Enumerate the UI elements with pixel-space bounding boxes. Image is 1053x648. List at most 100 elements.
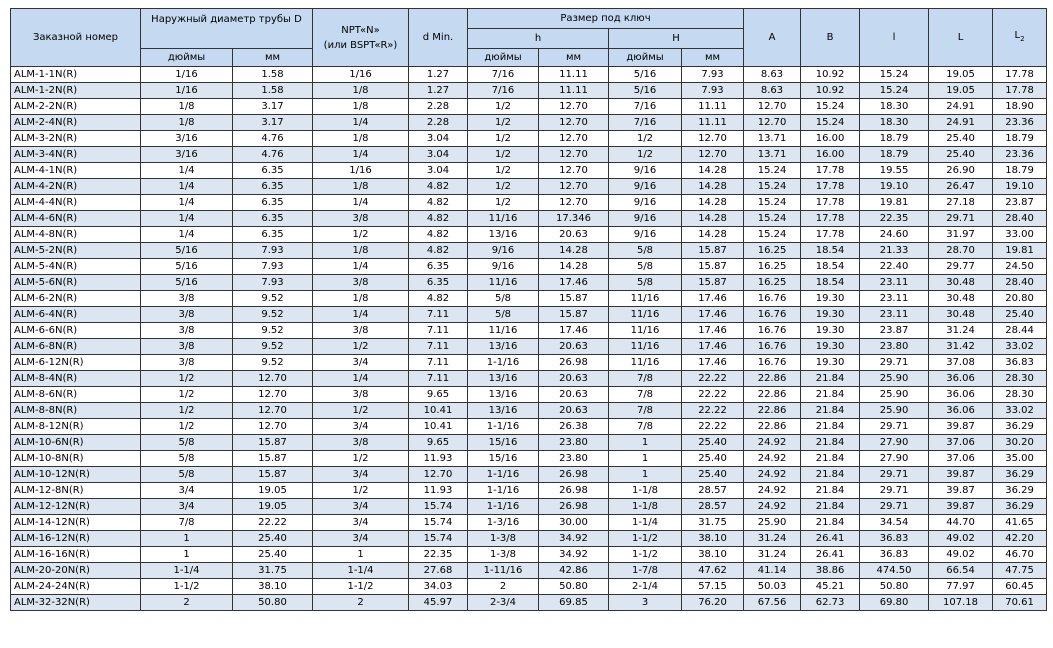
table-cell: 49.02 [928,546,994,563]
table-cell: 14.28 [538,242,609,259]
table-cell: 19.81 [859,194,930,211]
part-number: ALM-6-4N(R) [10,306,141,323]
header-cell: l [859,8,930,67]
table-row: ALM-3-2N(R) 3/16 4.76 1/8 3.04 1/2 12.70 1/2 12.… [10,130,1048,147]
table-cell: 19.30 [800,306,861,323]
table-cell: 22.86 [743,370,802,387]
table-cell: 11.11 [538,66,609,83]
table-cell: 19.05 [928,82,994,99]
table-cell: 15.87 [680,242,745,259]
part-number: ALM-12-8N(R) [10,482,141,499]
table-cell: 50.03 [743,578,802,595]
table-cell: 45.97 [408,594,468,611]
table-cell: 6.35 [232,194,313,211]
table-cell: 5/16 [140,274,233,291]
table-cell: 15.24 [800,98,861,115]
table-cell: 1/8 [312,178,409,195]
part-number: ALM-10-6N(R) [10,434,141,451]
table-cell: 3/4 [312,466,409,483]
table-cell: 6.35 [232,162,313,179]
part-number: ALM-8-6N(R) [10,386,141,403]
table-cell: 25.90 [859,402,930,419]
table-cell: 3 [608,594,682,611]
table-cell: 15.87 [232,450,313,467]
table-cell: 21.84 [800,466,861,483]
part-number: ALM-10-8N(R) [10,450,141,467]
table-cell: 4.76 [232,146,313,163]
table-cell: 15.24 [743,162,802,179]
table-cell: 1/8 [312,82,409,99]
table-cell: 18.79 [992,162,1048,179]
table-cell: 22.22 [680,370,745,387]
table-cell: 1/2 [312,450,409,467]
table-cell: 1/8 [140,98,233,115]
table-cell: 2 [312,594,409,611]
table-row: ALM-8-8N(R) 1/2 12.70 1/2 10.41 13/16 20.63 7/8… [10,402,1048,419]
table-cell: 9/16 [608,162,682,179]
table-cell: 2 [467,578,539,595]
table-cell: 18.79 [992,130,1048,147]
table-cell: 25.40 [680,434,745,451]
header-cell: L [928,8,994,67]
table-cell: 28.30 [992,386,1048,403]
table-cell: 22.22 [680,418,745,435]
table-cell: 21.84 [800,450,861,467]
table-cell: 4.82 [408,290,468,307]
table-cell: 31.24 [928,322,994,339]
table-cell: 22.86 [743,418,802,435]
part-number: ALM-6-2N(R) [10,290,141,307]
table-cell: 1/2 [140,418,233,435]
table-cell: 5/8 [140,434,233,451]
table-cell: 14.28 [538,258,609,275]
table-cell: 12.70 [232,386,313,403]
table-cell: 1/2 [312,482,409,499]
table-cell: 12.70 [232,418,313,435]
table-cell: 27.90 [859,450,930,467]
table-cell: 1/4 [312,306,409,323]
table-cell: 19.05 [232,498,313,515]
table-cell: 20.63 [538,370,609,387]
table-cell: 22.35 [408,546,468,563]
table-cell: 1.27 [408,66,468,83]
table-cell: 1-3/8 [467,546,539,563]
table-cell: 5/16 [140,242,233,259]
table-cell: 11/16 [608,354,682,371]
table-cell: 1/2 [140,370,233,387]
table-cell: 19.05 [928,66,994,83]
table-cell: 34.92 [538,530,609,547]
table-cell: 1 [140,546,233,563]
table-cell: 18.79 [859,130,930,147]
table-cell: 22.86 [743,386,802,403]
table-cell: 11.11 [680,114,745,131]
table-cell: 25.40 [232,546,313,563]
table-cell: 9.65 [408,386,468,403]
table-cell: 7.93 [680,66,745,83]
table-cell: 37.06 [928,450,994,467]
table-cell: 5/8 [608,258,682,275]
table-cell: 1-1/2 [140,578,233,595]
table-cell: 5/8 [140,466,233,483]
table-cell: 2-3/4 [467,594,539,611]
table-cell: 26.98 [538,354,609,371]
table-cell: 30.48 [928,274,994,291]
part-number: ALM-6-8N(R) [10,338,141,355]
table-cell: 31.75 [680,514,745,531]
table-row: ALM-10-12N(R) 5/8 15.87 3/4 12.70 1-1/16 26.98… [10,466,1048,483]
part-number: ALM-16-12N(R) [10,530,141,547]
table-cell: 1/4 [140,210,233,227]
table-cell: 14.28 [680,226,745,243]
table-cell: 1/4 [140,194,233,211]
table-cell: 36.29 [992,482,1048,499]
table-cell: 22.86 [743,402,802,419]
table-cell: 24.92 [743,482,802,499]
table-cell: 1/2 [467,146,539,163]
table-cell: 21.84 [800,482,861,499]
table-cell: 41.14 [743,562,802,579]
table-cell: 12.70 [538,114,609,131]
table-cell: 3/8 [140,306,233,323]
table-cell: 36.83 [859,530,930,547]
table-cell: 28.40 [992,274,1048,291]
table-cell: 14.28 [680,194,745,211]
table-cell: 21.84 [800,402,861,419]
table-cell: 15.87 [232,434,313,451]
